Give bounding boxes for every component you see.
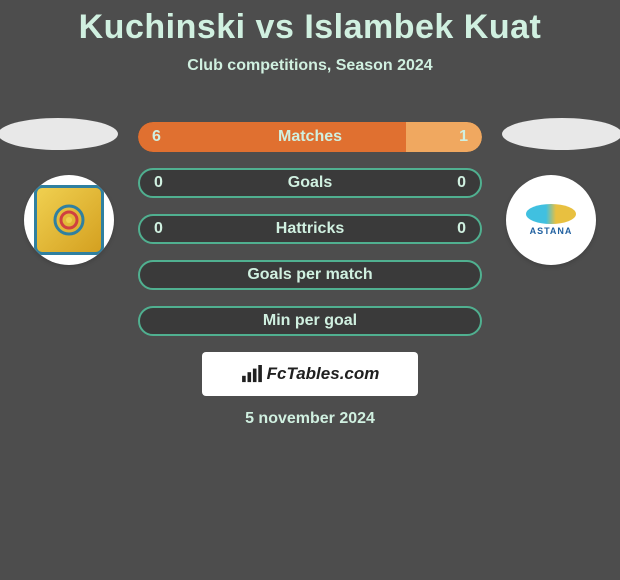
astana-badge-text: ASTANA [530,226,573,236]
stat-label: Hattricks [276,220,344,238]
crest-swirl-icon [49,200,89,240]
stat-left-fill [138,122,406,152]
stat-left-value: 0 [154,174,163,192]
bar-chart-icon [241,365,263,383]
stat-right-fill [406,122,482,152]
left-team-badge [24,175,114,265]
stat-right-value: 1 [459,128,468,146]
stat-right-value: 0 [457,220,466,238]
date-text: 5 november 2024 [245,410,375,428]
astana-swoosh-icon [526,204,576,224]
left-badge-crest [34,185,104,255]
page-title: Kuchinski vs Islambek Kuat [0,0,620,47]
stat-row: Min per goal [138,306,482,336]
stat-label: Matches [278,128,342,146]
left-oval-decoration [0,118,118,150]
site-logo-box: FcTables.com [202,352,418,396]
stat-right-value: 0 [457,174,466,192]
stat-row: 0 Goals 0 [138,168,482,198]
stats-panel: 6 Matches 1 0 Goals 0 0 Hattricks 0 Goals per mat… [138,122,482,352]
right-oval-decoration [502,118,620,150]
subtitle: Club competitions, Season 2024 [0,57,620,75]
right-team-badge: ASTANA [506,175,596,265]
site-logo-text: FcTables.com [267,364,380,384]
stat-label: Goals per match [247,266,372,284]
stat-row: Goals per match [138,260,482,290]
right-badge-crest: ASTANA [516,193,586,247]
stat-left-value: 0 [154,220,163,238]
stat-label: Goals [288,174,332,192]
stat-left-value: 6 [152,128,161,146]
stat-label: Min per goal [263,312,357,330]
stat-row: 6 Matches 1 [138,122,482,152]
comparison-card: Kuchinski vs Islambek Kuat Club competit… [0,0,620,580]
stat-row: 0 Hattricks 0 [138,214,482,244]
